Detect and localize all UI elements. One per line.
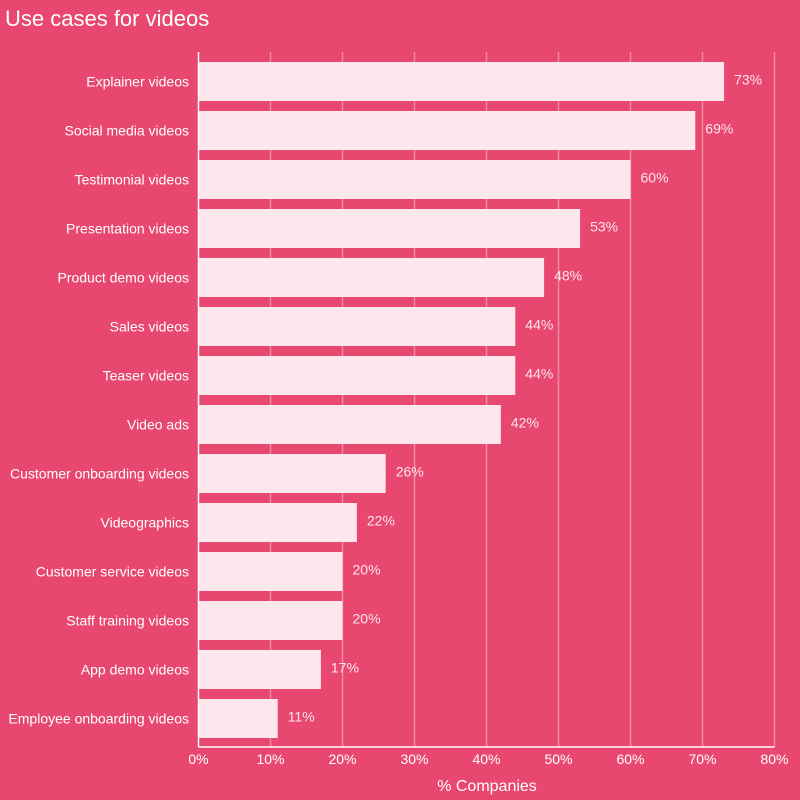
- bar: [198, 62, 725, 101]
- category-label: App demo videos: [81, 662, 189, 678]
- x-tick-label: 80%: [760, 751, 788, 767]
- category-label: Teaser videos: [103, 368, 189, 384]
- bar: [198, 503, 357, 542]
- data-label: 44%: [525, 366, 553, 382]
- category-label: Video ads: [127, 417, 189, 433]
- x-tick-label: 40%: [472, 751, 500, 767]
- category-label: Videographics: [101, 515, 189, 531]
- x-axis-title: % Companies: [437, 778, 537, 795]
- bar: [198, 405, 501, 444]
- bar: [198, 454, 386, 493]
- category-label: Presentation videos: [66, 221, 189, 237]
- data-label: 11%: [288, 709, 315, 725]
- data-label: 26%: [396, 464, 424, 480]
- bar: [198, 552, 343, 591]
- x-tick-label: 70%: [688, 751, 716, 767]
- category-label: Employee onboarding videos: [8, 711, 189, 727]
- data-label: 42%: [511, 415, 539, 431]
- x-tick-label: 50%: [544, 751, 572, 767]
- x-tick-label: 20%: [328, 751, 356, 767]
- bar: [198, 307, 516, 346]
- x-tick-label: 30%: [400, 751, 428, 767]
- bar: [198, 258, 545, 297]
- bar: [198, 699, 278, 738]
- category-label: Staff training videos: [66, 613, 189, 629]
- category-label: Product demo videos: [57, 270, 189, 286]
- data-label: 48%: [554, 268, 582, 284]
- chart-title: Use cases for videos: [5, 6, 210, 31]
- data-label: 73%: [734, 72, 762, 88]
- x-tick-label: 0%: [188, 751, 208, 767]
- bar: [198, 650, 321, 689]
- data-label: 69%: [705, 121, 733, 137]
- data-label: 53%: [590, 219, 618, 235]
- bar: [198, 111, 696, 150]
- data-label: 60%: [641, 170, 669, 186]
- category-label: Customer service videos: [36, 564, 189, 580]
- data-label: 20%: [353, 611, 381, 627]
- data-label: 22%: [367, 513, 395, 529]
- data-label: 44%: [525, 317, 553, 333]
- category-label: Customer onboarding videos: [10, 466, 189, 482]
- category-label: Social media videos: [64, 123, 189, 139]
- category-label: Testimonial videos: [75, 172, 189, 188]
- bar: [198, 160, 631, 199]
- data-label: 17%: [331, 660, 359, 676]
- bar: [198, 601, 343, 640]
- category-label: Sales videos: [110, 319, 189, 335]
- data-label: 20%: [353, 562, 381, 578]
- x-tick-label: 10%: [256, 751, 284, 767]
- category-label: Explainer videos: [86, 74, 189, 90]
- bar: [198, 209, 581, 248]
- x-tick-label: 60%: [616, 751, 644, 767]
- bar: [198, 356, 516, 395]
